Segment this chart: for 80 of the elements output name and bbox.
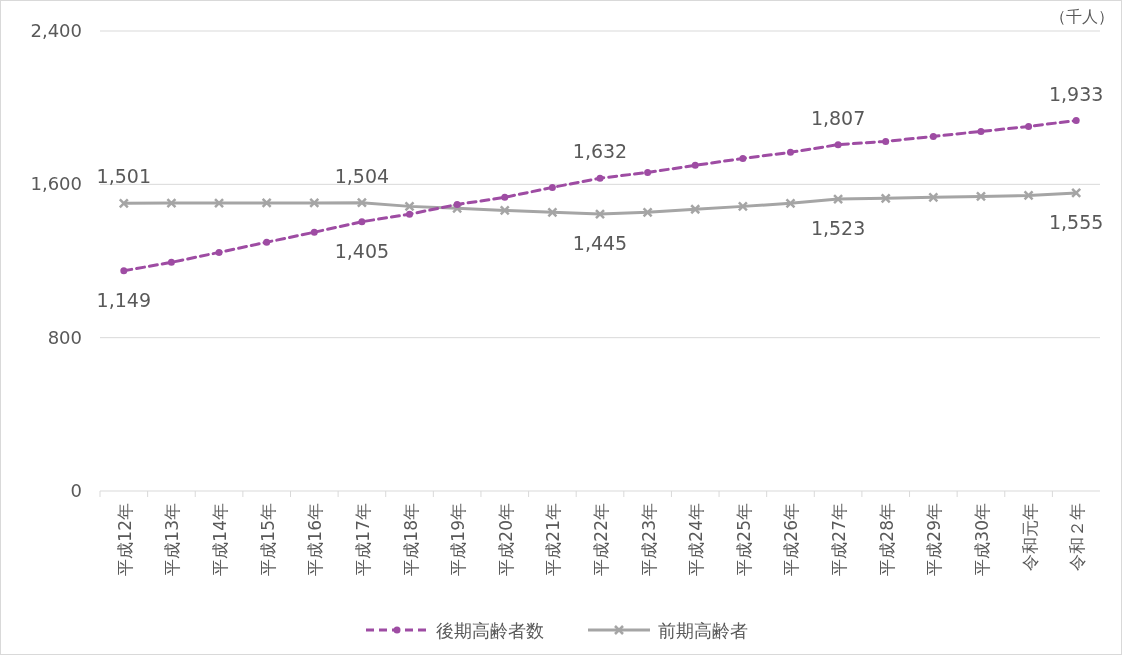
y-tick-label: 0 [70, 480, 82, 501]
point [928, 192, 939, 203]
point [213, 197, 225, 209]
x-tick-label: 平成24年 [686, 503, 707, 576]
point [785, 198, 796, 209]
data-label: 1,632 [572, 140, 628, 163]
x-tick-label: 平成27年 [829, 503, 850, 576]
point [263, 238, 271, 246]
point [406, 210, 414, 218]
x-tick-label: 平成22年 [591, 503, 611, 576]
point [786, 148, 794, 156]
point [1023, 190, 1034, 201]
point [691, 161, 699, 169]
point [1025, 122, 1033, 130]
y-tick-label: 2,400 [30, 20, 82, 41]
data-label: 1,555 [1048, 210, 1104, 233]
x-tick-label: 平成29年 [924, 503, 945, 576]
legend-label: 後期高齢者数 [436, 620, 544, 641]
legend-label: 前期高齢者 [658, 620, 748, 641]
point [834, 141, 842, 149]
y-tick-label: 800 [47, 326, 82, 348]
data-label: 1,501 [96, 165, 152, 188]
data-label: 1,405 [334, 239, 390, 262]
point [642, 207, 653, 218]
point [882, 137, 890, 145]
x-tick-label: 平成18年 [400, 503, 421, 576]
point [309, 197, 320, 209]
x-tick-label: 平成25年 [733, 503, 754, 576]
x-tick-label: 平成21年 [543, 503, 564, 576]
point [832, 193, 844, 205]
point [167, 258, 175, 266]
point [451, 203, 463, 214]
point [118, 198, 130, 209]
x-tick-label: 平成23年 [638, 503, 659, 576]
data-label: 1,523 [810, 217, 866, 240]
x-tick-label: 平成19年 [448, 503, 469, 576]
x-tick-label: 平成15年 [257, 503, 278, 576]
point [689, 204, 701, 215]
point [358, 218, 366, 226]
data-label: 1,445 [572, 232, 628, 255]
data-label: 1,149 [96, 288, 152, 311]
point [644, 168, 652, 176]
point [1070, 187, 1082, 199]
x-tick-label: 平成28年 [876, 503, 897, 576]
point [547, 207, 558, 218]
point [596, 174, 604, 182]
y-axis-title: （千人） [1050, 7, 1114, 26]
data-label: 1,933 [1048, 82, 1104, 105]
x-tick-label: 平成30年 [971, 503, 992, 576]
point [120, 267, 128, 275]
x-tick-label: 平成14年 [210, 503, 231, 576]
point [261, 197, 272, 209]
x-tick-label: 平成16年 [305, 503, 326, 576]
point [499, 205, 511, 216]
point [929, 132, 937, 140]
point [975, 191, 987, 202]
point [1072, 117, 1080, 125]
x-tick-label: 令和２年 [1067, 503, 1088, 571]
point [594, 208, 606, 220]
point [739, 154, 747, 162]
point [215, 248, 223, 256]
x-tick-label: 平成20年 [495, 503, 516, 576]
point [880, 193, 891, 204]
y-tick-label: 1,600 [30, 173, 82, 195]
data-label: 1,807 [810, 106, 866, 129]
x-tick-label: 平成26年 [781, 503, 802, 576]
point [548, 183, 556, 191]
x-tick-label: 平成17年 [352, 503, 373, 576]
point [501, 193, 509, 201]
point [404, 201, 415, 212]
data-label: 1,504 [334, 164, 390, 187]
point [737, 201, 749, 212]
x-tick-label: 平成12年 [114, 503, 135, 576]
x-tick-label: 平成13年 [162, 503, 183, 576]
point [166, 197, 177, 209]
point [453, 200, 461, 208]
point [977, 127, 985, 135]
point [356, 197, 368, 208]
point [310, 228, 318, 236]
x-tick-label: 令和元年 [1019, 503, 1040, 571]
